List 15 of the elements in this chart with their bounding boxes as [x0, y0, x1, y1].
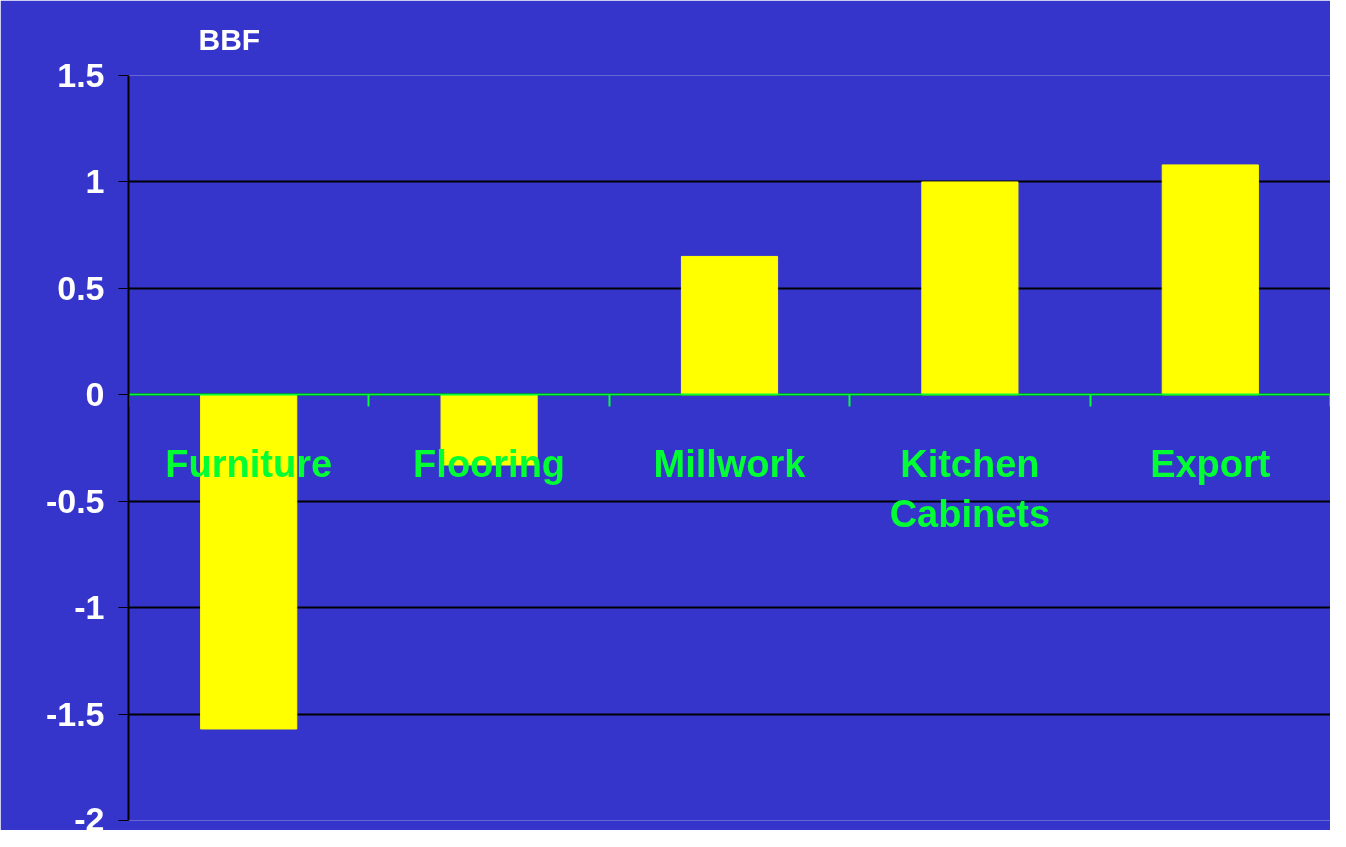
y-tick-label: 1.5 — [57, 56, 105, 94]
x-tick-label: Millwork — [653, 442, 807, 485]
y-tick-label: 1 — [85, 162, 105, 201]
y-tick-label: -1 — [74, 588, 105, 627]
x-tick-label: Export — [1150, 442, 1271, 485]
y-tick-label: 0 — [85, 375, 105, 414]
bar — [1161, 164, 1259, 396]
x-tick-label: Kitchen Cabinets — [889, 442, 1051, 536]
bar — [680, 255, 779, 396]
y-tick-label: -0.5 — [45, 481, 105, 520]
y-tick-label: 0.5 — [57, 268, 105, 307]
y-tick-label: -2 — [74, 799, 105, 838]
bar — [921, 181, 1019, 396]
y-tick-label: -1.5 — [45, 694, 105, 733]
chart-title: BBF — [198, 22, 261, 56]
